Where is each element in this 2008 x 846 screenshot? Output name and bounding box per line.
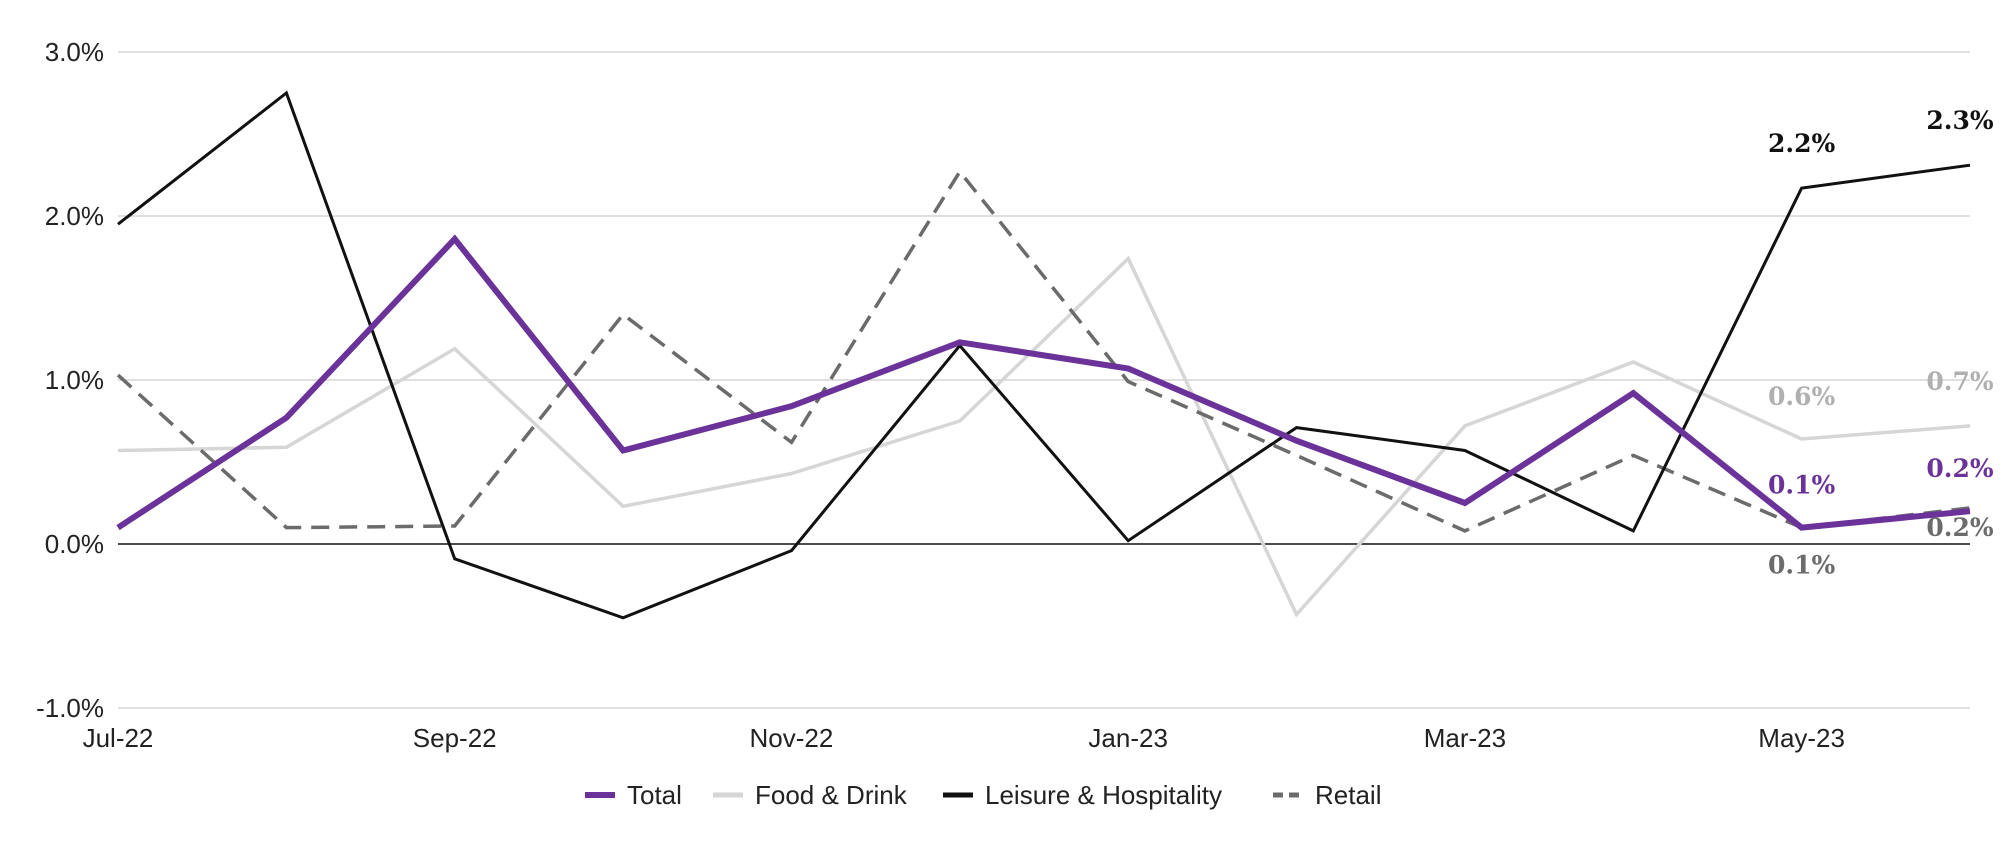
series-lines (116, 90, 1971, 620)
legend-label: Total (627, 780, 682, 810)
data-label-food-and-drink: 0.7% (1926, 367, 1993, 396)
data-labels: 0.6% 0.7% 0.1% 0.2% 2.2% 2.3% 0.1% 0.2% (1768, 106, 1994, 579)
data-label-food-and-drink: 0.6% (1768, 382, 1835, 411)
legend-item-retail: Retail (1273, 780, 1381, 810)
series-line-total (116, 234, 1971, 531)
x-axis-ticks: Jul-22 Sep-22 Nov-22 Jan-23 Mar-23 May-23 (83, 723, 1845, 753)
data-label-retail: 0.1% (1768, 551, 1835, 580)
y-tick-label: -1.0% (36, 693, 104, 723)
y-tick-label: 0.0% (45, 529, 104, 559)
legend-item-total: Total (585, 780, 682, 810)
y-tick-label: 3.0% (45, 37, 104, 67)
y-tick-label: 2.0% (45, 201, 104, 231)
legend-label: Food & Drink (755, 780, 908, 810)
x-tick-label: May-23 (1758, 723, 1845, 753)
legend-label: Retail (1315, 780, 1381, 810)
data-label-leisure-and-hospitality: 2.2% (1768, 129, 1835, 158)
legend-item-leisure-and-hospitality: Leisure & Hospitality (943, 780, 1222, 810)
data-label-retail: 0.2% (1926, 513, 1993, 542)
series-line-retail (116, 168, 1971, 533)
data-label-leisure-and-hospitality: 2.3% (1926, 106, 1993, 135)
legend-label: Leisure & Hospitality (985, 780, 1222, 810)
gridlines (118, 51, 1970, 709)
data-label-total: 0.2% (1926, 454, 1993, 483)
x-tick-label: Jan-23 (1088, 723, 1168, 753)
x-tick-label: Nov-22 (750, 723, 834, 753)
series-line-leisure-and-hospitality (117, 90, 1971, 620)
legend-item-food-and-drink: Food & Drink (713, 780, 908, 810)
x-tick-label: Mar-23 (1424, 723, 1506, 753)
legend: Total Food & Drink Leisure & Hospitality Re… (585, 780, 1381, 810)
x-tick-label: Sep-22 (413, 723, 497, 753)
x-tick-label: Jul-22 (83, 723, 154, 753)
series-line-food-and-drink (117, 255, 1971, 618)
y-tick-label: 1.0% (45, 365, 104, 395)
y-axis-ticks: 3.0% 2.0% 1.0% 0.0% -1.0% (36, 37, 104, 723)
data-label-total: 0.1% (1768, 471, 1835, 500)
